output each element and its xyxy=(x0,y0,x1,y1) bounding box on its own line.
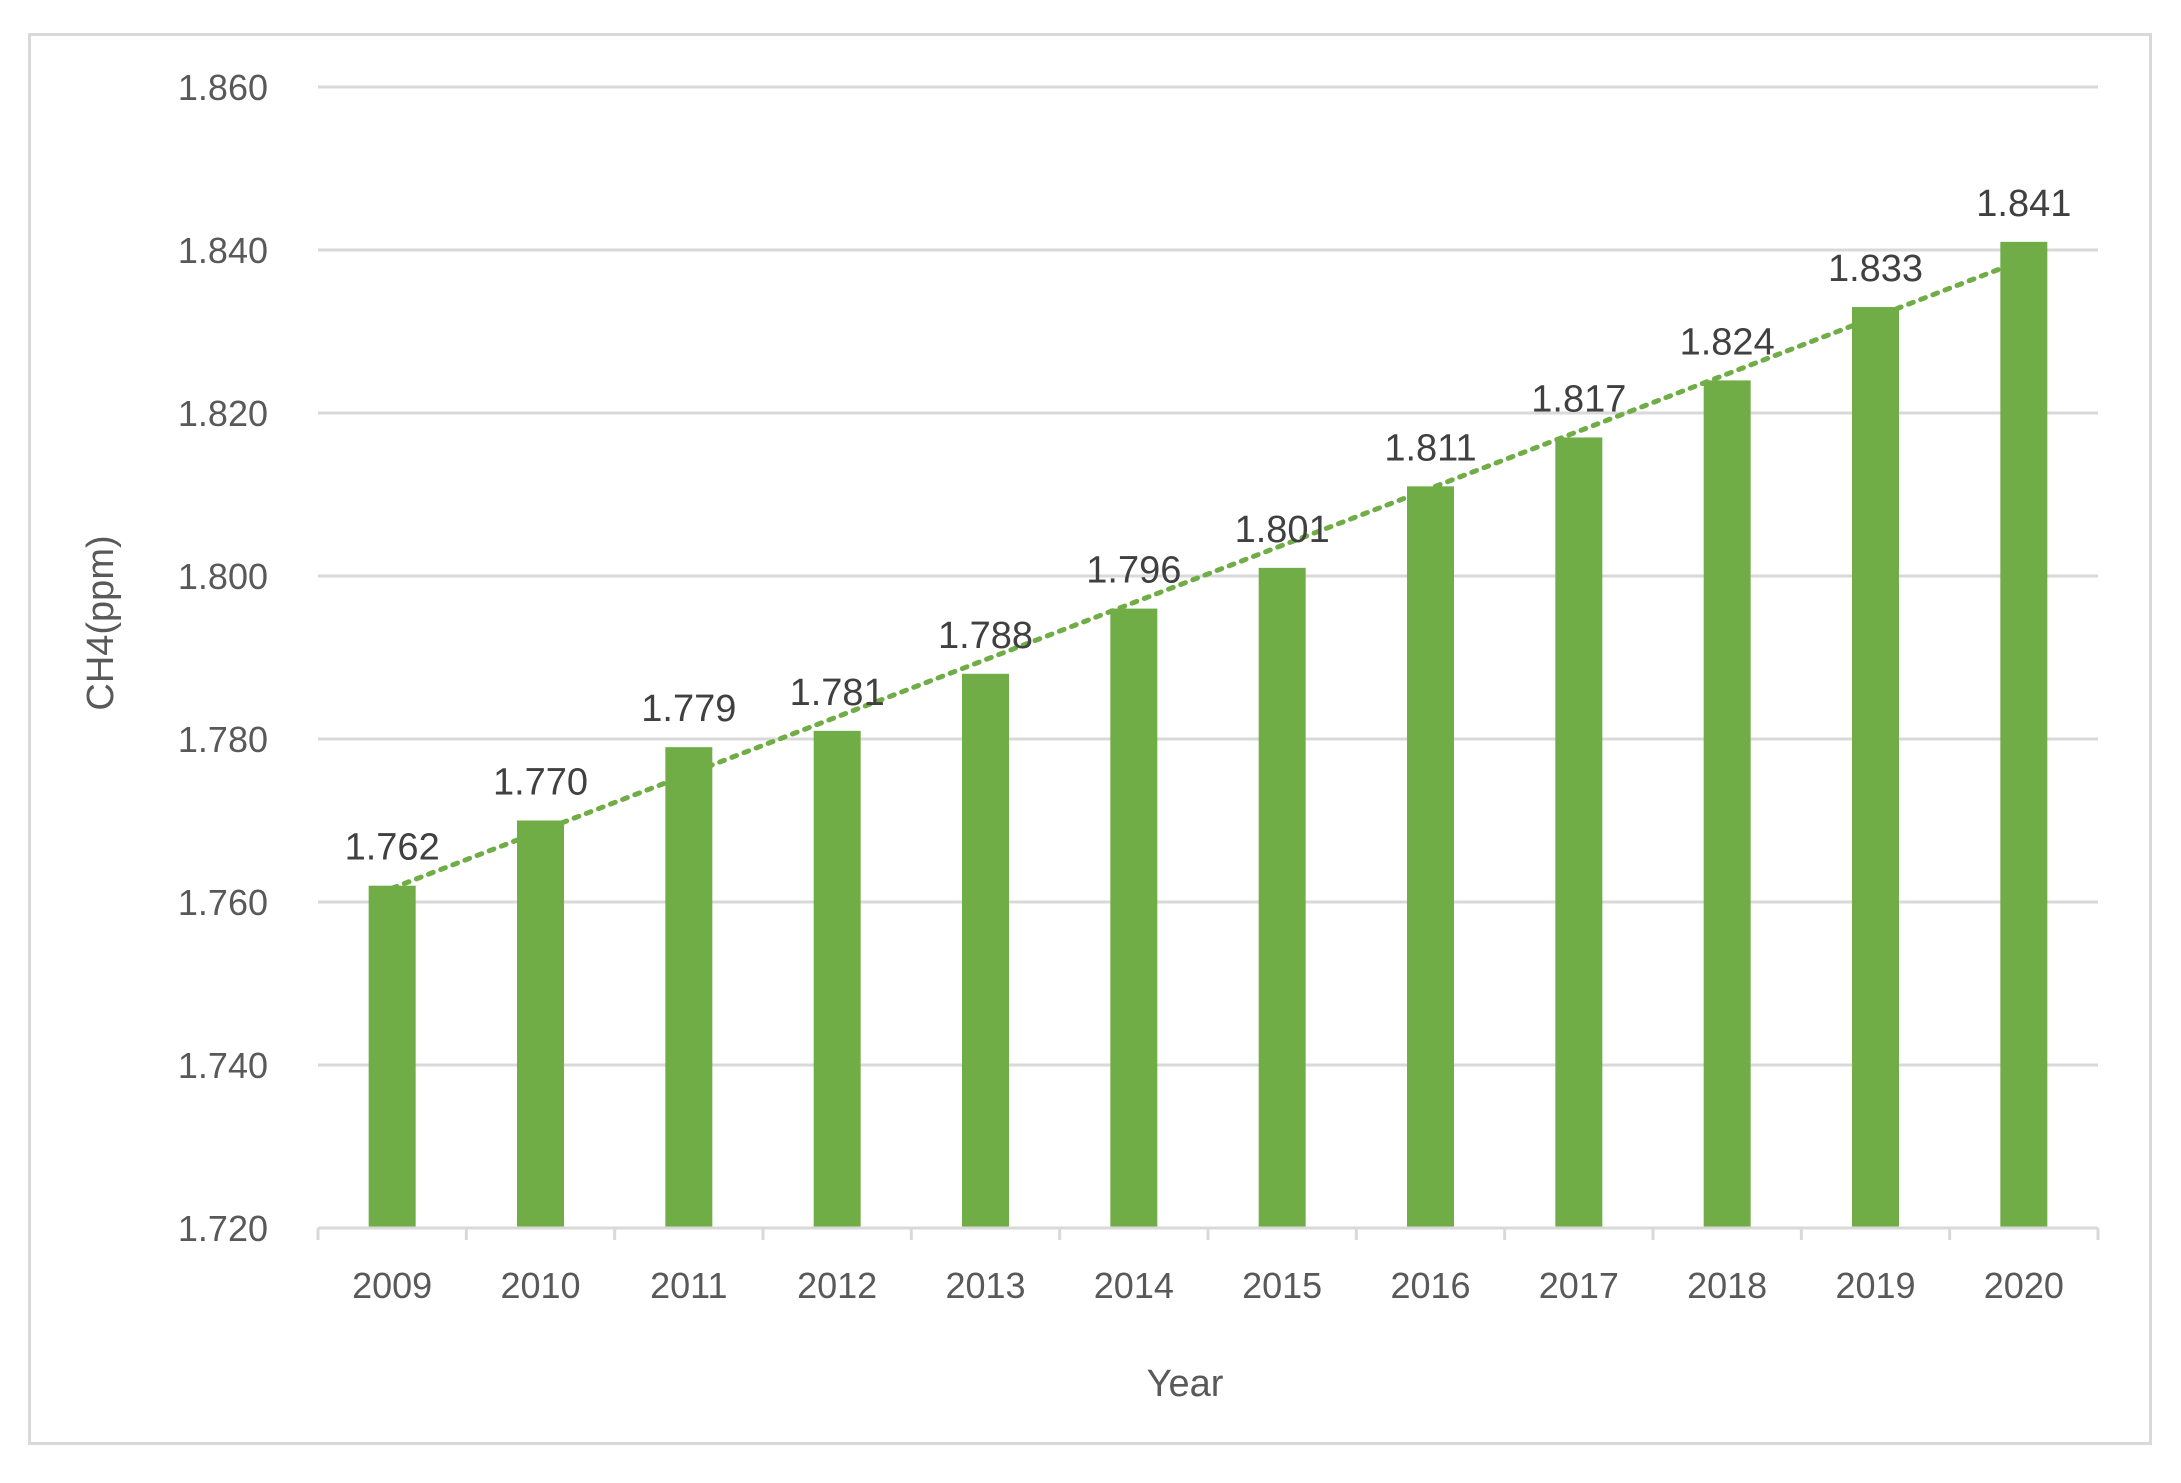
data-label-2020: 1.841 xyxy=(1976,183,2071,225)
x-tick-label-2020: 2020 xyxy=(1984,1265,2064,1306)
data-label-2016: 1.811 xyxy=(1384,427,1476,469)
x-axis-title: Year xyxy=(1147,1363,1224,1405)
x-axis-tick-labels: 2009 2010 2011 2012 2013 2014 2015 2016 2017 2018… xyxy=(352,1265,2064,1306)
data-label-2012: 1.781 xyxy=(790,672,885,714)
data-label-2013: 1.788 xyxy=(938,615,1033,657)
y-tick-label: 1.820 xyxy=(178,393,268,434)
bar-2009 xyxy=(368,885,416,1228)
bars xyxy=(368,241,2048,1229)
x-tick-label-2014: 2014 xyxy=(1094,1265,1174,1306)
bar-2012 xyxy=(813,730,861,1228)
y-axis-title: CH4(ppm) xyxy=(80,535,122,710)
x-tick-label-2018: 2018 xyxy=(1687,1265,1767,1306)
data-label-2015: 1.801 xyxy=(1235,509,1330,551)
x-tick-label-2012: 2012 xyxy=(797,1265,877,1306)
data-label-2018: 1.824 xyxy=(1680,321,1775,363)
x-tick-label-2015: 2015 xyxy=(1242,1265,1322,1306)
y-tick-label: 1.840 xyxy=(178,230,268,271)
data-label-2014: 1.796 xyxy=(1086,550,1181,592)
x-axis xyxy=(316,1226,2100,1240)
y-tick-label: 1.740 xyxy=(178,1045,268,1086)
x-tick-label-2011: 2011 xyxy=(650,1265,727,1306)
bar-2015 xyxy=(1258,567,1306,1228)
x-tick-label-2017: 2017 xyxy=(1539,1265,1619,1306)
data-label-2010: 1.770 xyxy=(493,762,588,804)
x-tick-label-2009: 2009 xyxy=(352,1265,432,1306)
y-tick-label: 1.720 xyxy=(178,1208,268,1249)
y-axis-tick-labels: 1.720 1.740 1.760 1.780 1.800 1.820 1.840 1.860 xyxy=(178,67,268,1249)
data-label-2019: 1.833 xyxy=(1828,248,1923,290)
trendline xyxy=(389,257,2027,891)
y-tick-label: 1.800 xyxy=(178,556,268,597)
data-label-2011: 1.779 xyxy=(641,688,736,730)
bar-2017 xyxy=(1555,437,1603,1228)
bar-2020 xyxy=(2000,241,2048,1229)
bar-2019 xyxy=(1852,307,1899,1228)
data-labels: 1.762 1.770 1.779 1.781 1.788 1.796 1.801 1.811… xyxy=(345,183,2072,869)
y-tick-label: 1.860 xyxy=(178,67,268,108)
y-tick-label: 1.780 xyxy=(178,719,268,760)
bar-2014 xyxy=(1110,608,1158,1228)
bar-2011 xyxy=(665,747,713,1228)
trendline-line xyxy=(389,257,2027,891)
x-tick-label-2010: 2010 xyxy=(500,1265,580,1306)
bar-2016 xyxy=(1407,486,1454,1229)
x-tick-label-2016: 2016 xyxy=(1390,1265,1470,1306)
bar-2018 xyxy=(1703,380,1751,1228)
data-label-2017: 1.817 xyxy=(1531,378,1626,420)
bar-2010 xyxy=(517,820,564,1228)
y-tick-label: 1.760 xyxy=(178,882,268,923)
x-tick-label-2013: 2013 xyxy=(945,1265,1025,1306)
bar-2013 xyxy=(962,673,1009,1228)
x-tick-label-2019: 2019 xyxy=(1835,1265,1915,1306)
gridlines xyxy=(318,85,2098,1067)
data-label-2009: 1.762 xyxy=(345,827,440,869)
